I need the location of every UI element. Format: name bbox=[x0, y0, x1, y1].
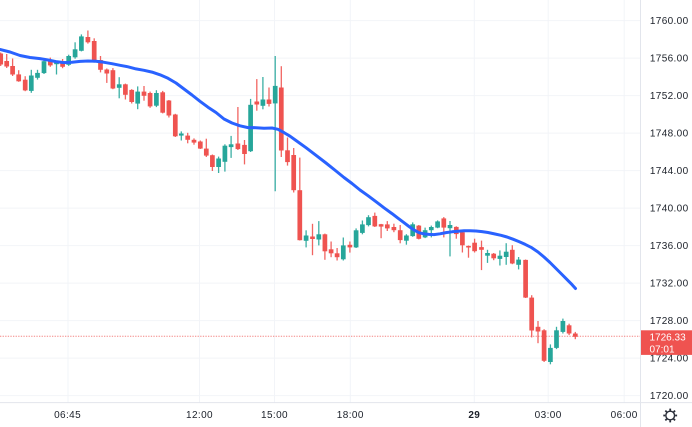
svg-text:12:00: 12:00 bbox=[186, 410, 213, 421]
svg-text:1726.33: 1726.33 bbox=[650, 332, 687, 343]
svg-text:1732.00: 1732.00 bbox=[650, 279, 689, 290]
svg-text:06:45: 06:45 bbox=[54, 410, 81, 421]
svg-text:1760.00: 1760.00 bbox=[650, 16, 689, 27]
svg-text:07:01: 07:01 bbox=[650, 345, 675, 356]
svg-text:1752.00: 1752.00 bbox=[650, 91, 689, 102]
svg-text:03:00: 03:00 bbox=[535, 410, 562, 421]
svg-text:1724.00: 1724.00 bbox=[650, 354, 689, 365]
svg-text:1728.00: 1728.00 bbox=[650, 316, 689, 327]
svg-text:18:00: 18:00 bbox=[337, 410, 364, 421]
svg-text:1740.00: 1740.00 bbox=[650, 204, 689, 215]
svg-text:15:00: 15:00 bbox=[261, 410, 288, 421]
svg-text:1744.00: 1744.00 bbox=[650, 166, 689, 177]
svg-text:29: 29 bbox=[468, 410, 480, 421]
svg-text:1736.00: 1736.00 bbox=[650, 241, 689, 252]
svg-text:1720.00: 1720.00 bbox=[650, 391, 689, 402]
svg-text:06:00: 06:00 bbox=[611, 410, 638, 421]
svg-text:1748.00: 1748.00 bbox=[650, 129, 689, 140]
svg-text:1756.00: 1756.00 bbox=[650, 54, 689, 65]
